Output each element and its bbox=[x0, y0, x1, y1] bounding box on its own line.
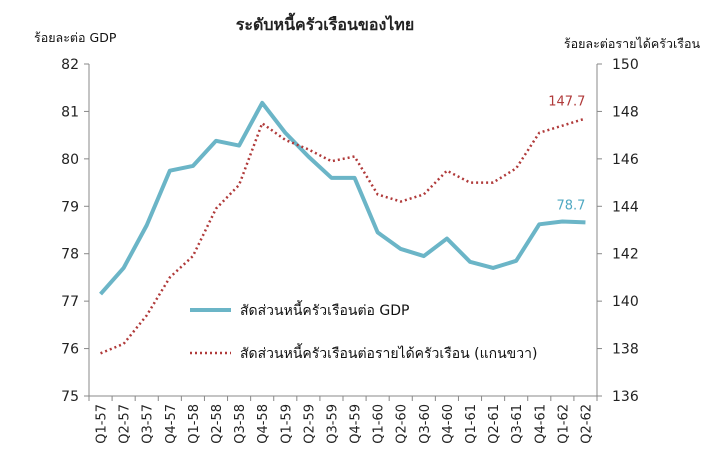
y-right-tick-label: 136 bbox=[612, 389, 639, 405]
end-label-income: 147.7 bbox=[548, 95, 585, 110]
x-tick-label: Q3-61 bbox=[510, 404, 525, 444]
end-labels: 78.7 147.7 bbox=[548, 95, 585, 214]
y-right-tick-label: 144 bbox=[612, 199, 639, 215]
y-left-tick-label: 81 bbox=[61, 104, 79, 120]
x-tick-label: Q4-58 bbox=[256, 404, 271, 444]
y-left-tick-label: 76 bbox=[61, 342, 79, 358]
legend: สัดส่วนหนี้ครัวเรือนต่อ GDP สัดส่วนหนี้ค… bbox=[190, 300, 537, 362]
x-tick-label: Q4-57 bbox=[164, 404, 179, 444]
y-left-tick-label: 79 bbox=[61, 199, 79, 215]
x-tick-label: Q2-60 bbox=[395, 404, 410, 444]
y-right-tick-label: 146 bbox=[612, 152, 639, 168]
x-axis-ticks: Q1-57 Q2-57 Q3-57 Q4-57 Q1-58 Q2-58 Q3-58 Q4-58… bbox=[88, 396, 598, 444]
x-tick-label: Q1-59 bbox=[279, 404, 294, 444]
y-right-tick-label: 142 bbox=[612, 247, 639, 263]
x-tick-label: Q4-60 bbox=[441, 404, 456, 444]
x-tick-label: Q1-58 bbox=[187, 404, 202, 444]
y-right-tick-label: 148 bbox=[612, 104, 639, 120]
y-axis-left-ticks: 75 76 77 78 79 80 81 82 bbox=[61, 57, 89, 405]
y-right-tick-label: 150 bbox=[612, 57, 639, 73]
x-tick-label: Q2-62 bbox=[579, 404, 594, 444]
y-axis-right-title: ร้อยละต่อรายได้ครัวเรือน bbox=[564, 36, 701, 51]
legend-label-gdp: สัดส่วนหนี้ครัวเรือนต่อ GDP bbox=[240, 300, 409, 319]
y-axis-left-title: ร้อยละต่อ GDP bbox=[34, 30, 117, 45]
y-left-tick-label: 82 bbox=[61, 57, 79, 73]
y-left-tick-label: 80 bbox=[61, 152, 79, 168]
legend-label-income: สัดส่วนหนี้ครัวเรือนต่อรายได้ครัวเรือน (… bbox=[240, 343, 537, 362]
x-tick-label: Q2-57 bbox=[118, 404, 133, 444]
x-tick-label: Q3-58 bbox=[233, 404, 248, 444]
y-axis-right-ticks: 136 138 140 142 144 146 148 150 bbox=[597, 57, 639, 405]
x-tick-label: Q4-61 bbox=[533, 404, 548, 444]
x-tick-label: Q4-59 bbox=[349, 404, 364, 444]
x-tick-label: Q3-57 bbox=[141, 404, 156, 444]
series-line-gdp bbox=[99, 100, 586, 296]
x-tick-label: Q1-57 bbox=[95, 404, 110, 444]
x-tick-label: Q2-58 bbox=[210, 404, 225, 444]
y-right-tick-label: 140 bbox=[612, 294, 639, 310]
y-left-tick-label: 75 bbox=[61, 389, 79, 405]
y-right-tick-label: 138 bbox=[612, 342, 639, 358]
chart-title: ระดับหนี้ครัวเรือนของไทย bbox=[236, 12, 414, 34]
y-left-tick-label: 77 bbox=[61, 294, 79, 310]
x-tick-label: Q1-60 bbox=[372, 404, 387, 444]
x-tick-label: Q1-62 bbox=[556, 404, 571, 444]
x-tick-label: Q3-59 bbox=[325, 404, 340, 444]
series-line-income bbox=[100, 117, 586, 355]
series-layer bbox=[99, 100, 586, 355]
y-left-tick-label: 78 bbox=[61, 247, 79, 263]
x-tick-label: Q2-59 bbox=[302, 404, 317, 444]
end-label-gdp: 78.7 bbox=[557, 198, 586, 213]
x-tick-label: Q3-60 bbox=[418, 404, 433, 444]
x-tick-label: Q2-61 bbox=[487, 404, 502, 444]
x-tick-label: Q1-61 bbox=[464, 404, 479, 444]
